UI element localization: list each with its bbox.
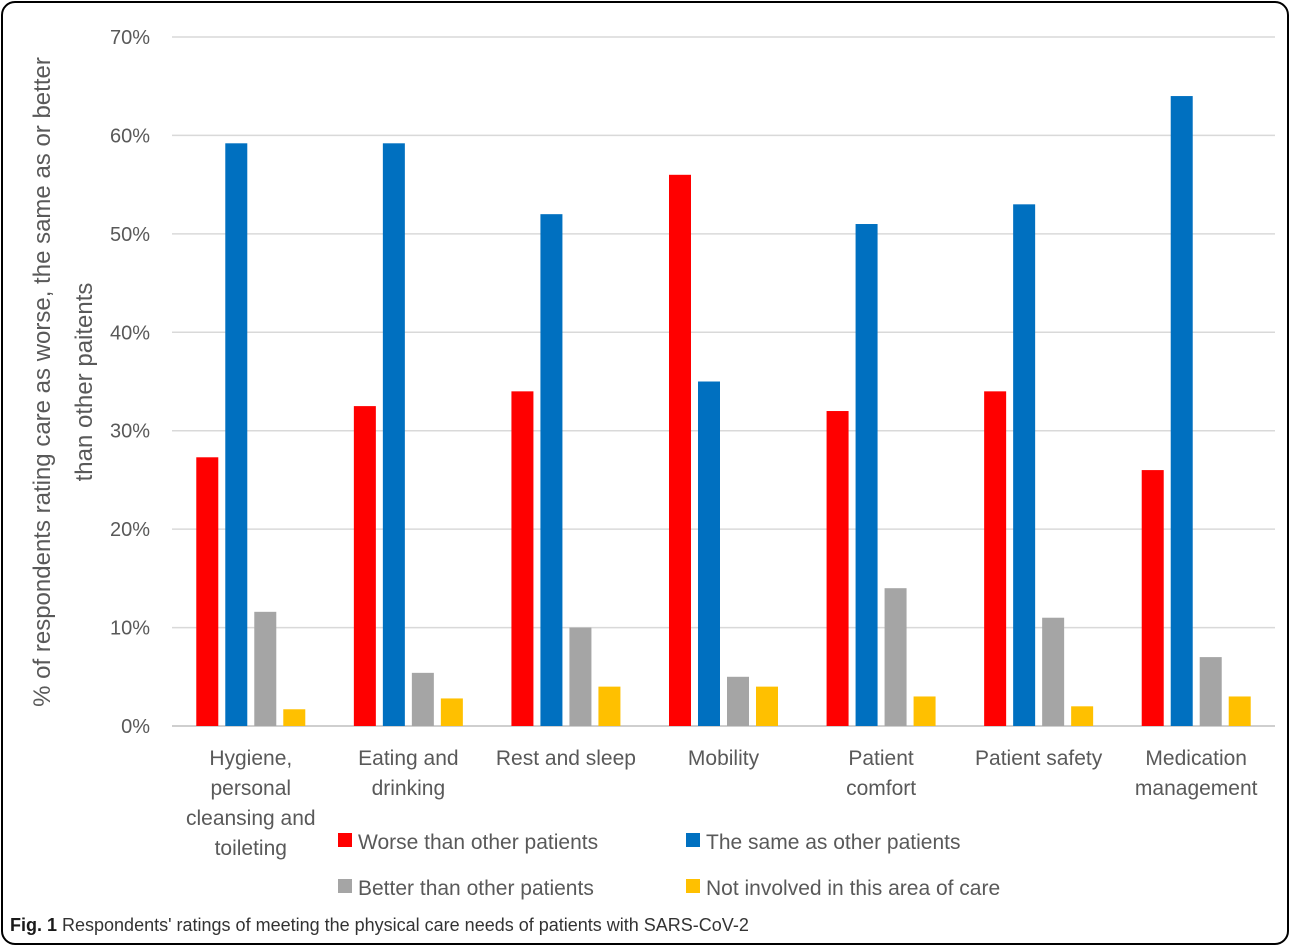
bar bbox=[855, 224, 878, 726]
bars bbox=[196, 96, 1251, 727]
bar bbox=[1228, 696, 1251, 726]
bar bbox=[382, 143, 405, 726]
bar-chart: 0% 10% 20% 30% 40% 50% 60% 70% Hygiene, personal… bbox=[29, 27, 1275, 900]
x-tick-label: Hygiene, personal cleansing and toileting bbox=[186, 747, 316, 860]
bar bbox=[540, 214, 563, 726]
y-tick-label: 0% bbox=[121, 716, 150, 738]
legend-entry: Not involved in this area of care bbox=[706, 877, 1000, 900]
x-tick-label: Eating and drinking bbox=[358, 747, 458, 800]
bar bbox=[411, 672, 434, 726]
bar bbox=[353, 406, 376, 726]
y-tick-label: 30% bbox=[110, 421, 150, 443]
bar bbox=[884, 588, 907, 726]
legend-entry: Better than other patients bbox=[358, 877, 594, 900]
x-tick-label: Patient safety bbox=[975, 747, 1103, 770]
bar bbox=[196, 457, 219, 726]
bar bbox=[1141, 470, 1164, 726]
bar bbox=[913, 696, 936, 726]
bar bbox=[1170, 96, 1193, 727]
bar bbox=[254, 611, 277, 726]
legend-entry: The same as other patients bbox=[706, 831, 960, 854]
legend: Worse than other patients The same as oth… bbox=[338, 831, 1000, 900]
y-tick-label: 60% bbox=[110, 125, 150, 147]
bar bbox=[225, 143, 248, 726]
caption-label: Fig. 1 bbox=[10, 915, 58, 935]
x-tick-label: Mobility bbox=[688, 747, 760, 770]
y-tick-label: 40% bbox=[110, 322, 150, 344]
figure-caption: Fig. 1 Respondents' ratings of meeting t… bbox=[10, 915, 749, 936]
bar bbox=[756, 686, 778, 726]
y-tick-label: 20% bbox=[110, 519, 150, 541]
x-tick-label: Medication management bbox=[1135, 747, 1258, 800]
gridlines bbox=[172, 36, 1275, 727]
legend-entry: Worse than other patients bbox=[358, 831, 598, 854]
x-axis-labels: Hygiene, personal cleansing and toileting Ea… bbox=[186, 747, 1258, 860]
x-tick-label: Rest and sleep bbox=[496, 747, 636, 770]
bar bbox=[698, 381, 720, 726]
bar bbox=[669, 174, 691, 727]
y-axis-label: % of respondents rating care as worse, t… bbox=[29, 57, 98, 707]
bar bbox=[1042, 617, 1065, 726]
legend-swatch bbox=[338, 879, 352, 893]
y-tick-label: 70% bbox=[110, 27, 150, 49]
bar bbox=[511, 391, 534, 726]
caption-text: Respondents' ratings of meeting the phys… bbox=[57, 915, 749, 935]
y-axis-title: % of respondents rating care as worse, t… bbox=[29, 57, 98, 707]
bar bbox=[727, 676, 749, 726]
y-axis-ticks: 0% 10% 20% 30% 40% 50% 60% 70% bbox=[110, 27, 150, 738]
bar bbox=[1013, 204, 1036, 727]
bar bbox=[569, 627, 592, 726]
bar bbox=[283, 709, 306, 726]
legend-swatch bbox=[686, 833, 700, 847]
y-tick-label: 50% bbox=[110, 224, 150, 246]
legend-swatch bbox=[686, 879, 700, 893]
bar bbox=[440, 698, 463, 726]
legend-swatch bbox=[338, 833, 352, 847]
bar bbox=[598, 686, 621, 726]
x-tick-label: Patient comfort bbox=[846, 747, 916, 800]
bar bbox=[984, 391, 1007, 726]
bar bbox=[1199, 657, 1222, 726]
bar bbox=[826, 411, 849, 726]
bar bbox=[1071, 706, 1094, 726]
y-tick-label: 10% bbox=[110, 618, 150, 640]
